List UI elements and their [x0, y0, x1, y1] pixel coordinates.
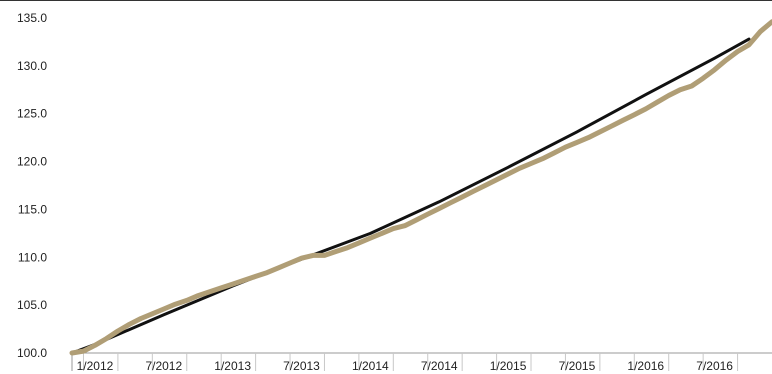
y-tick-label-6: 130.0 [17, 59, 47, 73]
x-tick-label-3: 7/2013 [283, 359, 320, 373]
x-tick-label-5: 7/2014 [421, 359, 458, 373]
y-tick-label-3: 115.0 [18, 202, 47, 216]
y-tick-label-2: 110.0 [18, 250, 47, 264]
x-tick-label-6: 1/2015 [490, 359, 527, 373]
series-line-1 [70, 37, 751, 355]
x-tick-label-8: 1/2016 [627, 359, 664, 373]
series-lines [69, 19, 772, 356]
y-tick-label-4: 120.0 [17, 155, 47, 169]
x-tick-label-2: 1/2013 [214, 359, 251, 373]
y-tick-label-0: 100.0 [17, 346, 47, 360]
x-tick-label-0: 1/2012 [77, 359, 114, 373]
y-tick-label-5: 125.0 [17, 107, 47, 121]
series-line-2 [69, 19, 772, 356]
x-tick-label-4: 1/2014 [352, 359, 389, 373]
x-tick-label-7: 7/2015 [559, 359, 596, 373]
y-tick-label-7: 135.0 [17, 11, 47, 25]
x-tick-label-9: 7/2016 [696, 359, 733, 373]
x-tick-label-1: 7/2012 [145, 359, 182, 373]
y-tick-label-1: 105.0 [17, 298, 47, 312]
x-axis: 1/2012 7/2012 1/2013 7/2013 1/2014 7/2014 1/20… [71, 351, 772, 373]
y-axis-labels: 100.0 105.0 110.0 115.0 120.0 125.0 130.0 135.0 [17, 11, 47, 360]
